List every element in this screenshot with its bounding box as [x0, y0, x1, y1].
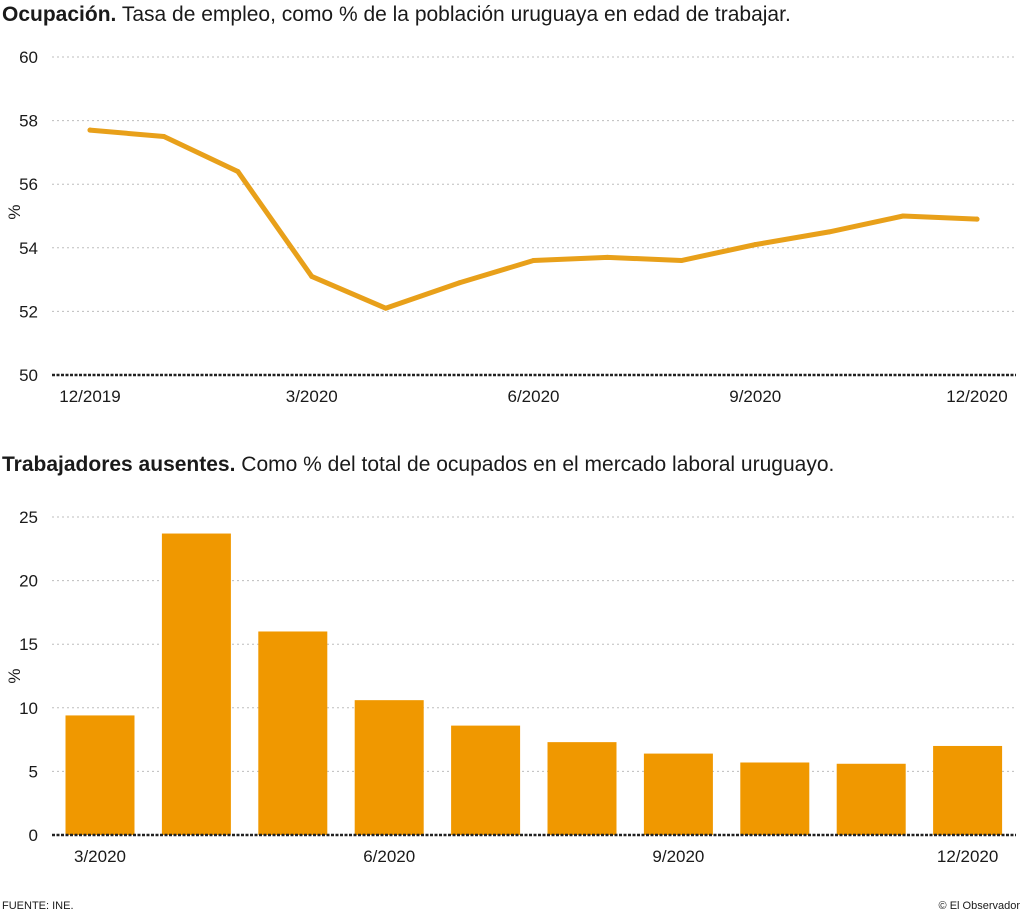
chart1-ytick-label: 56 — [19, 175, 38, 194]
chart1-data-point — [678, 258, 684, 264]
chart1-xtick-label: 6/2020 — [508, 387, 560, 406]
chart1-data-point — [752, 242, 758, 248]
chart1-data-point — [531, 258, 536, 264]
chart2-title: Trabajadores ausentes. — [2, 453, 236, 476]
chart2-ytick-label: 0 — [29, 826, 38, 845]
chart1-ytick-label: 58 — [19, 112, 38, 131]
chart1-data-point — [974, 216, 980, 222]
chart1-data-point — [604, 254, 610, 260]
chart1-data-point — [161, 134, 167, 139]
chart2-xtick-label: 9/2020 — [652, 847, 704, 866]
chart1-ytick-label: 52 — [19, 302, 38, 321]
chart2-bar — [258, 631, 328, 835]
chart1-data-point — [309, 273, 315, 279]
chart2-bar — [933, 745, 1003, 835]
chart1-xtick-label: 9/2020 — [729, 387, 781, 406]
chart1-data-point — [900, 213, 906, 219]
chart1-data-point — [383, 305, 389, 311]
chart2-bar — [354, 700, 424, 835]
chart2-xtick-label: 3/2020 — [74, 847, 126, 866]
chart2-title-block: Trabajadores ausentes. Como % del total … — [2, 454, 834, 475]
chart2-ylabel: % — [5, 668, 24, 683]
chart2-ytick-label: 20 — [19, 572, 38, 591]
chart2-bar — [451, 725, 521, 835]
chart2-bar — [65, 715, 135, 835]
chart2-ytick-label: 15 — [19, 635, 38, 654]
chart1-ytick-label: 50 — [19, 366, 38, 385]
chart1-data-point — [87, 127, 93, 133]
chart2-bar — [161, 533, 231, 835]
chart2-bar — [643, 753, 713, 835]
chart2-bar — [740, 762, 810, 835]
chart1-data-point — [457, 280, 463, 286]
chart1-data-point — [235, 168, 241, 174]
chart1-ytick-label: 54 — [19, 239, 38, 258]
chart2-subtitle: Como % del total de ocupados en el merca… — [241, 453, 835, 476]
chart1-ylabel: % — [5, 204, 24, 219]
chart2-xtick-label: 12/2020 — [937, 847, 998, 866]
chart2-ytick-label: 10 — [19, 699, 38, 718]
chart2-ytick-label: 5 — [29, 762, 38, 781]
chart2-bar — [547, 742, 617, 835]
chart1-title: Ocupación. — [2, 3, 117, 26]
chart1-xtick-label: 3/2020 — [286, 387, 338, 406]
credit-note: © El Observador — [938, 900, 1020, 912]
chart1-subtitle: Tasa de empleo, como % de la población u… — [121, 3, 791, 26]
chart1-title-block: Ocupación. Tasa de empleo, como % de la … — [2, 4, 791, 25]
chart1-xtick-label: 12/2019 — [59, 387, 120, 406]
chart1-xtick-label: 12/2020 — [946, 387, 1007, 406]
chart2-xtick-label: 6/2020 — [363, 847, 415, 866]
source-note: FUENTE: INE. — [2, 900, 74, 912]
chart1-ytick-label: 60 — [19, 48, 38, 67]
chart1-data-point — [826, 229, 832, 235]
chart2-ytick-label: 25 — [19, 508, 38, 527]
chart1-series-line — [87, 127, 980, 311]
chart2-bar — [836, 763, 906, 835]
